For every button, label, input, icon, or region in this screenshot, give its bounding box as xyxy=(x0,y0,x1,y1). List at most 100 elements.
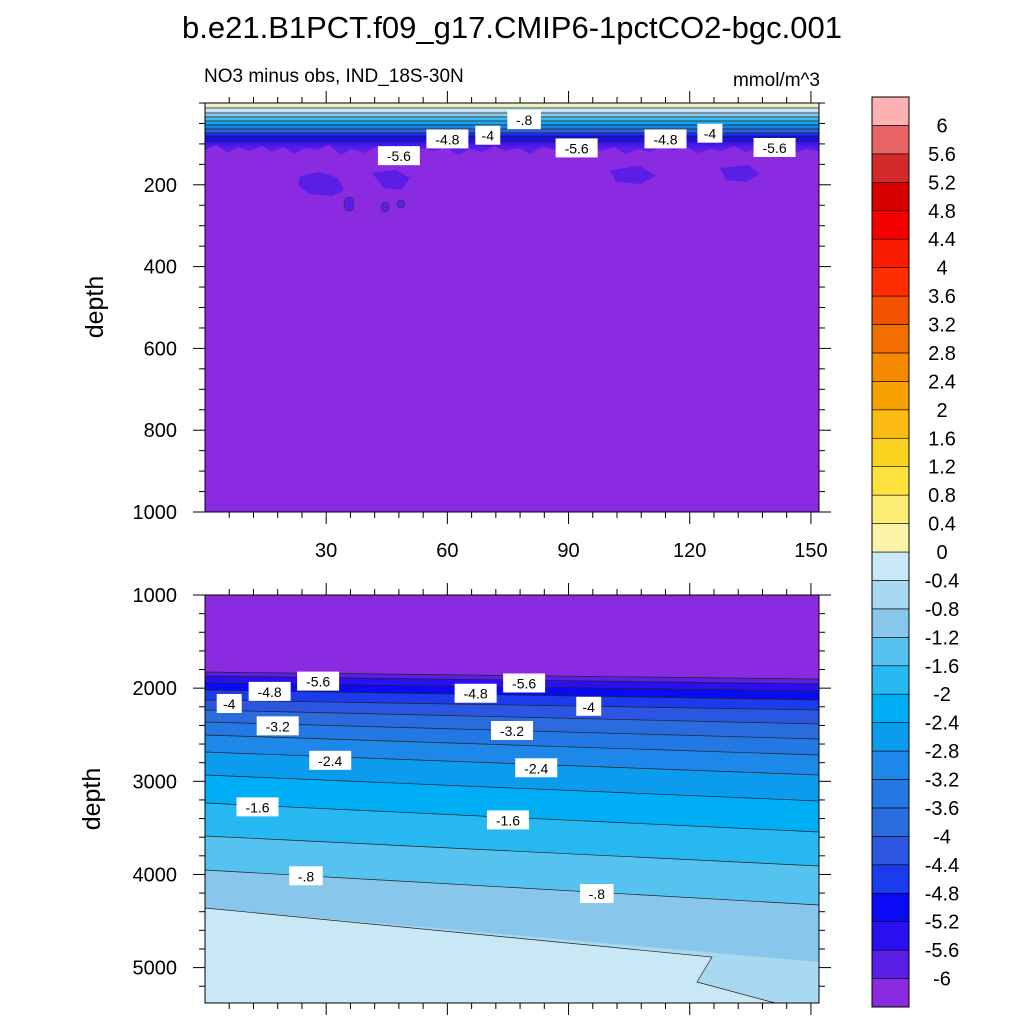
colorbar-label: -2 xyxy=(933,684,951,706)
colorbar-label: -4.4 xyxy=(925,855,959,877)
upper-xtick-label: 150 xyxy=(794,540,827,562)
colorbar-swatch xyxy=(871,608,910,638)
contour-label-bg xyxy=(491,721,533,740)
upper-panel: 30 60 90 120 150 200 400 600 800 1000 -.8 -4.8 -4 -5… xyxy=(81,91,831,562)
colorbar-swatch xyxy=(871,238,910,268)
upper-contour-label: -4 xyxy=(697,123,723,143)
upper-ytick-label: 1000 xyxy=(133,502,178,524)
colorbar-swatch xyxy=(871,693,910,723)
colorbar-swatch xyxy=(871,523,910,553)
contour-label-text: -4.8 xyxy=(653,131,677,147)
colorbar-label: 5.2 xyxy=(928,172,956,194)
lower-contour-label: -2.4 xyxy=(515,758,558,778)
contour-label-text: -4.8 xyxy=(464,686,488,702)
contour-label-text: -4 xyxy=(583,699,596,715)
contour-label-bg xyxy=(248,681,291,701)
colorbar-swatch xyxy=(871,637,910,667)
chart-subtitle-right: mmol/m^3 xyxy=(733,70,820,91)
colorbar-swatch xyxy=(871,779,910,809)
colorbar: -6 -5.6 -5.2 -4.8 -4.4 -4 -3.6 -3.2 -2.8 -2.4 -2 -1… xyxy=(871,96,959,1008)
colorbar-swatch xyxy=(871,665,910,695)
contour-label-text: -1.6 xyxy=(245,799,269,815)
lower-contour-label: -3.2 xyxy=(491,721,533,740)
colorbar-swatch xyxy=(871,864,910,894)
colorbar-label: 6 xyxy=(936,115,947,137)
colorbar-label: -4 xyxy=(933,826,951,848)
colorbar-label: -2.8 xyxy=(925,741,959,763)
colorbar-swatch xyxy=(871,381,910,411)
contour-label-text: -4.8 xyxy=(435,131,459,147)
contour-label-bg xyxy=(309,750,352,770)
upper-contour-label: -4.8 xyxy=(644,129,687,149)
colorbar-swatch xyxy=(871,892,910,922)
contour-label-text: -5.6 xyxy=(763,140,787,156)
lower-contour-label: -3.2 xyxy=(256,716,299,736)
upper-ytick-label: 200 xyxy=(144,175,177,197)
lower-axes: 1000 2000 3000 4000 5000 xyxy=(133,583,831,1015)
lower-ytick-label: 1000 xyxy=(133,585,178,607)
colorbar-frame xyxy=(871,96,910,1008)
colorbar-swatch xyxy=(871,494,910,524)
upper-contour-label: -5.6 xyxy=(753,137,796,157)
contour-label-text: -4 xyxy=(223,696,236,712)
lower-contour-label: -4.8 xyxy=(248,681,291,701)
colorbar-label: 2.8 xyxy=(928,343,956,365)
contour-label-text: -.8 xyxy=(589,886,606,902)
colorbar-label: -0.8 xyxy=(925,599,959,621)
colorbar-swatch xyxy=(871,125,910,155)
contour-label-text: -5.6 xyxy=(387,148,411,164)
contour-label-text: -4.8 xyxy=(258,684,282,700)
colorbar-label: -1.6 xyxy=(925,656,959,678)
contour-label-bg xyxy=(426,129,469,149)
colorbar-swatch xyxy=(871,295,910,325)
colorbar-label: -3.2 xyxy=(925,770,959,792)
colorbar-label: -0.4 xyxy=(925,570,959,592)
colorbar-swatch xyxy=(871,551,910,581)
upper-contour-label: -4.8 xyxy=(426,129,469,149)
lower-contour-labels: -5.6 -5.6 -4.8 -4.8 -4 -4 -3.2 -3.2 -2.4 -2.4 -1.6… xyxy=(216,671,614,904)
upper-patch-4 xyxy=(720,165,760,182)
colorbar-swatch xyxy=(871,949,910,979)
colorbar-label: -3.6 xyxy=(925,798,959,820)
colorbar-swatch xyxy=(871,437,910,467)
upper-contour-label: -5.6 xyxy=(377,146,420,166)
contour-label-bg xyxy=(515,758,558,778)
contour-label-bg xyxy=(236,797,279,817)
colorbar-label: 1.2 xyxy=(928,457,956,479)
lower-ytick-label: 4000 xyxy=(133,864,178,886)
lower-contour-label: -1.6 xyxy=(486,810,529,830)
contour-label-bg xyxy=(503,673,546,693)
contour-label-bg xyxy=(576,696,602,716)
contour-label-bg xyxy=(486,810,529,830)
lower-ytick-label: 5000 xyxy=(133,958,178,980)
colorbar-swatch xyxy=(871,153,910,183)
upper-axes: 30 60 90 120 150 200 400 600 800 1000 xyxy=(133,91,831,562)
lower-contour-lines xyxy=(204,671,820,1004)
lower-contour-label: -4 xyxy=(576,696,602,716)
colorbar-label: -1.2 xyxy=(925,627,959,649)
colorbar-swatch xyxy=(871,96,910,126)
upper-speck-1 xyxy=(343,196,355,212)
colorbar-label: 0.8 xyxy=(928,485,956,507)
lower-contour-label: -4 xyxy=(216,693,242,713)
upper-contour-label: -.8 xyxy=(507,110,541,130)
colorbar-label: 2 xyxy=(936,400,947,422)
upper-xtick-label: 120 xyxy=(673,540,706,562)
upper-deep-field xyxy=(205,145,819,512)
upper-patch-1 xyxy=(298,172,344,196)
colorbar-label: 2.4 xyxy=(928,371,956,393)
colorbar-label: 4.4 xyxy=(928,229,956,251)
upper-xtick-label: 90 xyxy=(557,540,579,562)
upper-contour-labels: -.8 -4.8 -4 -5.6 -5.6 -4.8 -4 -5.6 xyxy=(377,110,796,166)
contour-label-bg xyxy=(644,129,687,149)
colorbar-swatch xyxy=(871,836,910,866)
upper-xtick-label: 30 xyxy=(315,540,337,562)
lower-ylabel: depth xyxy=(78,768,106,831)
colorbar-swatch xyxy=(871,324,910,354)
contour-label-text: -2.4 xyxy=(524,760,548,776)
colorbar-swatch xyxy=(871,921,910,951)
lower-band-0 xyxy=(205,908,775,1003)
contour-label-bg xyxy=(216,693,242,713)
